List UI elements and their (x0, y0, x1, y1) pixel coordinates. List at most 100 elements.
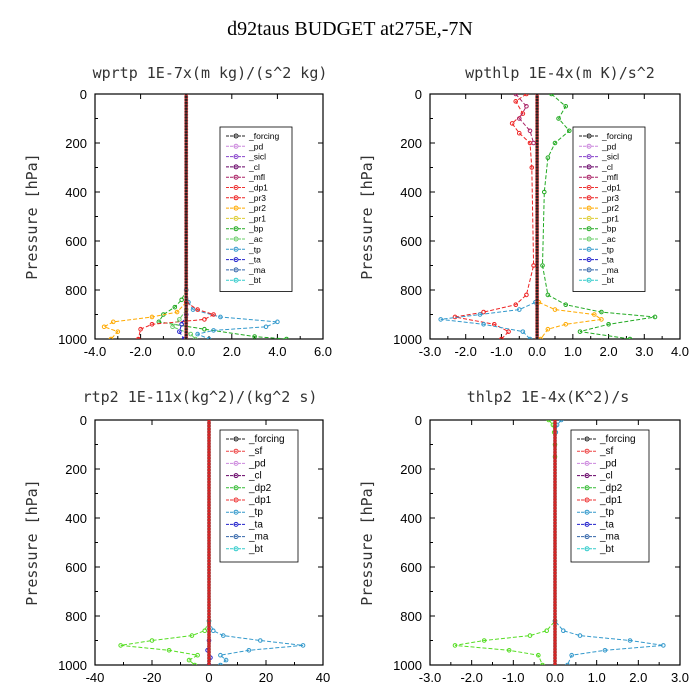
legend-marker (233, 185, 239, 190)
series-point-pr3 (513, 302, 519, 308)
series-line-dp1 (454, 420, 556, 665)
series-point-mfl (516, 116, 522, 121)
legend-marker (233, 546, 239, 552)
series-point-bp (563, 302, 569, 308)
y-tick-label: 0 (80, 87, 87, 102)
legend-marker (233, 509, 239, 515)
legend-box (570, 429, 650, 563)
series-point-dp1 (540, 662, 545, 665)
legend-label: _cl (248, 162, 260, 172)
series-point-tp (220, 633, 226, 638)
x-tick-label: 0.0 (546, 670, 564, 685)
forcing-marker (207, 662, 211, 665)
series-point-tp (263, 324, 269, 330)
series-point-pr2 (591, 312, 597, 317)
legend-label: _mfl (601, 172, 618, 182)
series-group (118, 420, 306, 665)
legend-label: _ac (248, 234, 263, 244)
series-line-ta (178, 314, 187, 339)
legend-marker (586, 205, 592, 211)
legend-label: _bp (601, 224, 616, 234)
series-point-tp (210, 628, 216, 634)
series-point-dp1 (189, 633, 195, 638)
legend-label: _forcing (248, 131, 280, 141)
legend-marker (586, 195, 592, 201)
y-tick-label: 600 (65, 234, 87, 249)
series-line-tp (185, 289, 278, 339)
series-point-ac (188, 331, 194, 337)
legend-marker (233, 257, 239, 263)
y-tick-label: 800 (65, 283, 87, 298)
y-tick-label: 400 (65, 511, 87, 526)
series-point-tp (190, 307, 196, 312)
series-point-tp (218, 314, 223, 320)
series-group (438, 94, 658, 339)
y-tick-label: 400 (400, 511, 422, 526)
legend-label: _bp (248, 224, 263, 234)
x-tick-label: -4.0 (84, 344, 106, 359)
series-point-pr3 (524, 94, 529, 97)
series-point-dp1 (195, 652, 200, 658)
series-point-bp (606, 322, 611, 327)
x-tick-label: -3.0 (419, 344, 441, 359)
series-point-bp (549, 94, 554, 97)
series-line-pr3 (137, 301, 215, 339)
legend-marker (584, 546, 590, 552)
legend-label: _ta (601, 255, 614, 265)
panel-wprtp: wprtp 1E-7x(m kg)/(s^2 kg) Pressure [hPa]… (23, 64, 332, 359)
legend-label: _pr1 (248, 213, 266, 223)
series-point-tp (275, 319, 280, 325)
legend-label: _tp (601, 244, 614, 254)
x-tick-label: 0 (205, 670, 212, 685)
series-point-dp1 (166, 648, 172, 653)
series-point-tp (520, 329, 526, 334)
legend-marker (584, 534, 590, 540)
legend-label: _ac (601, 234, 616, 244)
legend-box (219, 429, 299, 563)
series-point-pr2 (552, 307, 558, 312)
y-axis-label: Pressure [hPa] (358, 479, 376, 605)
series-point-pr2 (110, 319, 116, 325)
legend-marker (586, 174, 592, 180)
series-point-bp (652, 314, 658, 320)
series-point-pr3 (211, 312, 216, 317)
panel-title: thlp2 1E-4x(K^2)/s (467, 388, 630, 406)
legend-label: _tp (248, 244, 261, 254)
legend-label: _pr3 (601, 193, 619, 203)
legend-marker (586, 246, 592, 252)
series-point-bp (545, 292, 551, 298)
legend-marker (233, 154, 239, 160)
forcing-marker (184, 336, 189, 339)
series-point-dp1 (452, 643, 458, 648)
series-point-tp (223, 657, 229, 663)
series-point-dp1 (546, 420, 552, 423)
legend-marker (233, 215, 239, 221)
legend-label: _pd (248, 458, 266, 469)
legend-label: _pd (599, 458, 617, 469)
y-tick-label: 1000 (393, 658, 422, 673)
series-point-pr3 (202, 317, 207, 322)
legend-marker (586, 277, 592, 283)
series-point-pr3 (195, 307, 200, 312)
legend-marker (233, 436, 239, 442)
x-tick-label: 3.0 (671, 670, 689, 685)
series-point-tp (206, 336, 212, 339)
series-point-pr2 (599, 317, 604, 322)
legend-marker (586, 185, 592, 190)
legend-label: _tp (248, 507, 263, 518)
series-point-dp1 (506, 648, 512, 653)
legend-marker (233, 226, 239, 232)
series-point-tp (516, 307, 522, 312)
legend-marker (586, 133, 592, 139)
series-line-pr2 (538, 301, 603, 339)
legend-marker (233, 460, 239, 466)
legend-label: _dp1 (248, 183, 268, 193)
legend-box (572, 126, 646, 292)
series-point-tp (218, 652, 223, 658)
x-tick-label: 0.0 (528, 344, 546, 359)
series-point-pr2 (108, 336, 114, 339)
legend-marker (586, 154, 592, 160)
series-point-bp (566, 128, 572, 134)
legend-label: _ta (599, 519, 614, 530)
